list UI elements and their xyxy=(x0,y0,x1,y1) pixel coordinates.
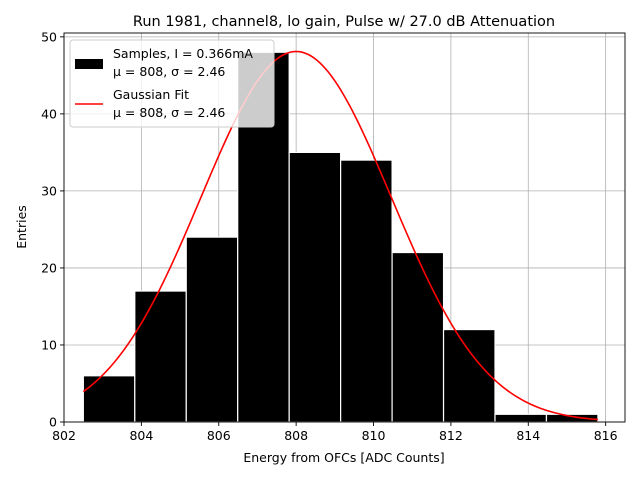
x-tick-label: 802 xyxy=(52,428,76,443)
x-axis-label: Energy from OFCs [ADC Counts] xyxy=(243,450,444,465)
y-tick-label: 20 xyxy=(41,260,57,275)
legend-samples-label: Samples, I = 0.366mA xyxy=(113,46,253,61)
x-tick-label: 812 xyxy=(439,428,463,443)
histogram-bar xyxy=(134,290,187,423)
x-axis-ticks: 802 804 806 808 810 812 814 816 xyxy=(52,422,618,443)
y-tick-label: 30 xyxy=(41,183,57,198)
histogram-bar xyxy=(494,413,548,423)
chart-title: Run 1981, channel8, lo gain, Pulse w/ 27… xyxy=(133,14,555,30)
plot-frame xyxy=(63,32,626,423)
histogram-bar xyxy=(442,328,496,423)
x-tick-label: 814 xyxy=(516,428,540,443)
y-tick-label: 0 xyxy=(49,415,57,430)
x-tick-label: 806 xyxy=(207,428,231,443)
y-axis-ticks: 0 10 20 30 40 50 xyxy=(41,29,64,430)
x-tick-label: 804 xyxy=(129,428,153,443)
legend-fit-label: Gaussian Fit xyxy=(113,87,189,102)
legend-box xyxy=(69,39,275,128)
y-tick-label: 40 xyxy=(41,106,57,121)
x-tick-label: 810 xyxy=(362,428,386,443)
x-tick-label: 816 xyxy=(594,428,618,443)
x-tick-label: 808 xyxy=(284,428,308,443)
gaussian-fit-line xyxy=(82,50,598,421)
legend: Samples, I = 0.366mA μ = 808, σ = 2.46 G… xyxy=(69,39,275,128)
histogram-bar xyxy=(185,236,239,423)
legend-samples-stats: μ = 808, σ = 2.46 xyxy=(113,64,225,79)
histogram-bar xyxy=(82,375,136,423)
histogram-bar xyxy=(288,151,342,423)
y-axis-label: Entries xyxy=(14,205,29,249)
legend-fit-stats: μ = 808, σ = 2.46 xyxy=(113,105,225,120)
y-tick-label: 50 xyxy=(41,29,57,44)
histogram-bar xyxy=(391,251,445,423)
histogram-bars xyxy=(82,51,599,423)
y-tick-label: 10 xyxy=(41,337,57,352)
histogram-bar xyxy=(340,159,393,423)
legend-samples-swatch xyxy=(75,59,103,69)
